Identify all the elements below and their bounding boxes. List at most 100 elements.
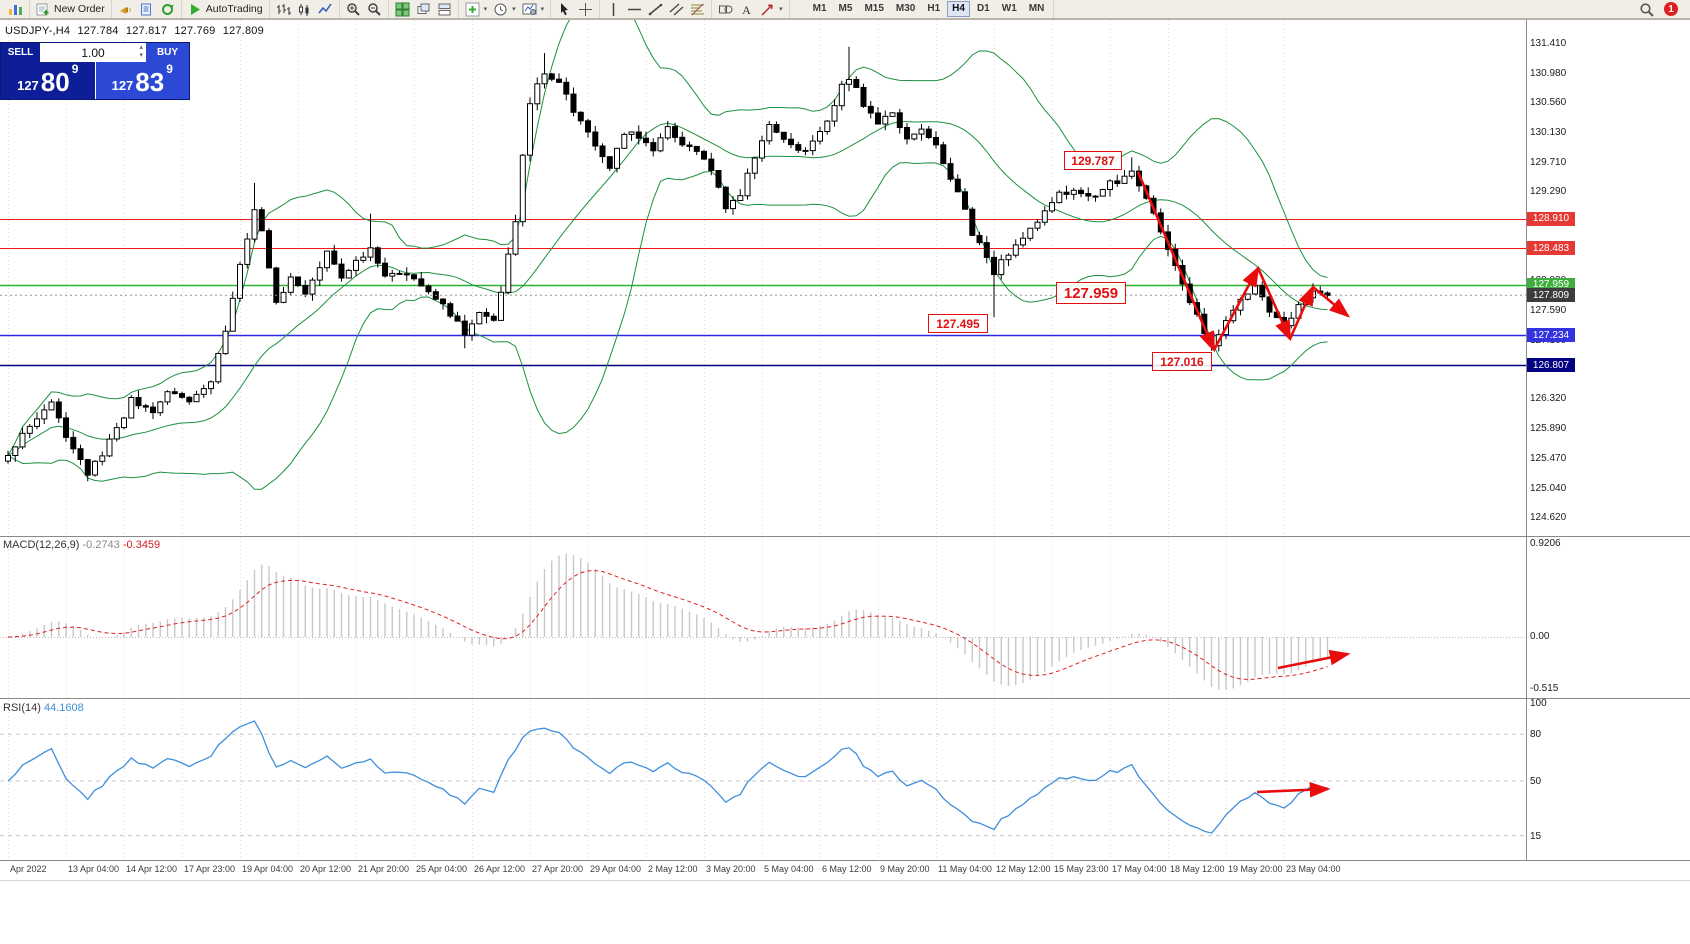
price-axis-label: 127.590 [1530, 304, 1567, 316]
tile-windows-icon[interactable] [393, 1, 412, 18]
sell-button[interactable]: SELL [1, 43, 41, 62]
candlestick-chart-icon[interactable] [295, 1, 314, 18]
fibonacci-icon[interactable] [688, 1, 707, 18]
time-axis-label: 27 Apr 20:00 [532, 864, 584, 874]
scripts-icon[interactable] [137, 1, 156, 18]
text-icon[interactable]: A [737, 1, 756, 18]
time-axis-label: 14 Apr 12:00 [126, 864, 178, 874]
price-axis-label: 129.710 [1530, 156, 1567, 168]
time-axis-label: 29 Apr 04:00 [590, 864, 642, 874]
buy-price-pips: 83 [135, 67, 165, 97]
timeframe-w1[interactable]: W1 [1001, 3, 1017, 14]
new-order-button[interactable]: New Order [34, 1, 107, 18]
price-axis-label: 129.290 [1530, 185, 1567, 197]
indicators-icon[interactable]: ▾ [463, 1, 490, 18]
templates-icon[interactable]: ▾ [520, 1, 547, 18]
price-axis-label: 125.890 [1530, 423, 1567, 435]
time-axis-label: 17 May 04:00 [1112, 864, 1167, 874]
crosshair-icon[interactable] [576, 1, 595, 18]
time-axis-label: 21 Apr 20:00 [358, 864, 410, 874]
buy-price-point: 9 [166, 62, 173, 76]
refresh-icon[interactable] [158, 1, 177, 18]
zoom-out-icon[interactable] [365, 1, 384, 18]
buy-button[interactable]: BUY [145, 43, 189, 62]
price-tag: 127.809 [1527, 288, 1575, 303]
time-axis-label: 2 May 12:00 [648, 864, 698, 874]
macd-axis-label: 0.00 [1530, 631, 1550, 642]
buy-price-big-figure: 127 [111, 78, 134, 93]
time-axis-label: 20 Apr 12:00 [300, 864, 352, 874]
timeframe-m1[interactable]: M1 [812, 3, 827, 14]
time-axis-label: 23 May 04:00 [1286, 864, 1341, 874]
rsi-value: 44.1608 [43, 702, 84, 714]
sell-price-point: 9 [71, 62, 79, 76]
horizontal-line-icon[interactable] [625, 1, 644, 18]
volume-field[interactable]: 1.00 ▴ ▾ [41, 43, 145, 62]
sell-price-big-figure: 127 [17, 78, 39, 93]
price-annotation: 127.016 [1152, 352, 1212, 371]
macd-main-value: -0.2743 [82, 539, 120, 551]
sell-price-button[interactable]: 127 80 9 [1, 62, 96, 99]
high-value: 127.817 [125, 25, 168, 37]
price-annotation: 129.787 [1064, 151, 1122, 170]
price-tag: 128.910 [1527, 211, 1575, 226]
notification-badge[interactable]: 1 [1664, 2, 1678, 16]
volume-spinner[interactable]: ▴ ▾ [139, 44, 143, 59]
time-axis-label: 17 Apr 23:00 [184, 864, 236, 874]
macd-axis-label: -0.515 [1530, 683, 1559, 694]
arrange-windows-icon[interactable] [414, 1, 433, 18]
arrow-tool-icon[interactable]: ▾ [758, 1, 785, 18]
price-annotation: 127.959 [1056, 282, 1126, 304]
timeframe-mn[interactable]: MN [1028, 3, 1045, 14]
volume-value: 1.00 [81, 45, 105, 60]
shapes-icon[interactable] [716, 1, 735, 18]
cursor-icon[interactable] [555, 1, 574, 18]
bar-chart-icon[interactable] [274, 1, 293, 18]
rsi-axis-label: 100 [1530, 698, 1547, 709]
time-axis-label: 3 May 20:00 [706, 864, 756, 874]
time-axis-label: 9 May 20:00 [880, 864, 930, 874]
buy-price-button[interactable]: 127 83 9 [95, 62, 189, 99]
rsi-label: RSI(14) 44.1608 [3, 702, 84, 714]
timeframe-d1[interactable]: D1 [976, 3, 990, 14]
price-axis-label: 125.470 [1530, 452, 1567, 464]
equidistant-channel-icon[interactable] [667, 1, 686, 18]
close-value: 127.809 [222, 25, 264, 37]
trendline-icon[interactable] [646, 1, 665, 18]
price-axis-label: 130.980 [1530, 68, 1567, 79]
time-axis-label: 19 Apr 04:00 [242, 864, 294, 874]
timeframe-m30[interactable]: M30 [895, 3, 916, 14]
chart-symbol-ohlc: USDJPY-,H4 127.784 127.817 127.769 127.8… [5, 25, 268, 37]
vertical-line-icon[interactable] [604, 1, 623, 18]
time-axis-label: 11 May 04:00 [938, 864, 992, 874]
one-click-trading-panel: SELL 1.00 ▴ ▾ BUY 127 80 9 127 83 9 [0, 42, 190, 100]
zoom-in-icon[interactable] [344, 1, 363, 18]
sell-price-pips: 80 [40, 67, 70, 97]
timeframe-h4[interactable]: H4 [947, 1, 970, 17]
price-axis-label: 125.040 [1530, 482, 1567, 494]
timeframe-h1[interactable]: H1 [927, 3, 941, 14]
price-axis-label: 126.320 [1530, 393, 1567, 405]
low-value: 127.769 [174, 25, 216, 37]
periods-icon[interactable]: ▾ [491, 1, 518, 18]
macd-signal-value: -0.3459 [122, 539, 161, 551]
rsi-axis-label: 50 [1530, 776, 1542, 787]
symbol-label: USDJPY-,H4 [5, 25, 71, 37]
time-axis-label: Apr 2022 [10, 864, 47, 874]
line-chart-icon[interactable] [316, 1, 335, 18]
track-chart-icon[interactable] [435, 1, 454, 18]
time-axis-label: 13 Apr 04:00 [68, 864, 120, 874]
time-axis-label: 5 May 04:00 [764, 864, 814, 874]
price-tag: 128.483 [1527, 241, 1575, 256]
price-annotation: 127.495 [928, 314, 988, 333]
svg-text:A: A [742, 3, 751, 17]
price-tag: 127.234 [1527, 328, 1575, 343]
search-icon[interactable] [1637, 1, 1656, 18]
expert-advisors-icon[interactable] [116, 1, 135, 18]
price-axis-label: 130.560 [1530, 97, 1567, 109]
timeframe-m5[interactable]: M5 [838, 3, 853, 14]
timeframe-m15[interactable]: M15 [864, 3, 884, 14]
autotrading-button[interactable]: AutoTrading [186, 1, 265, 18]
